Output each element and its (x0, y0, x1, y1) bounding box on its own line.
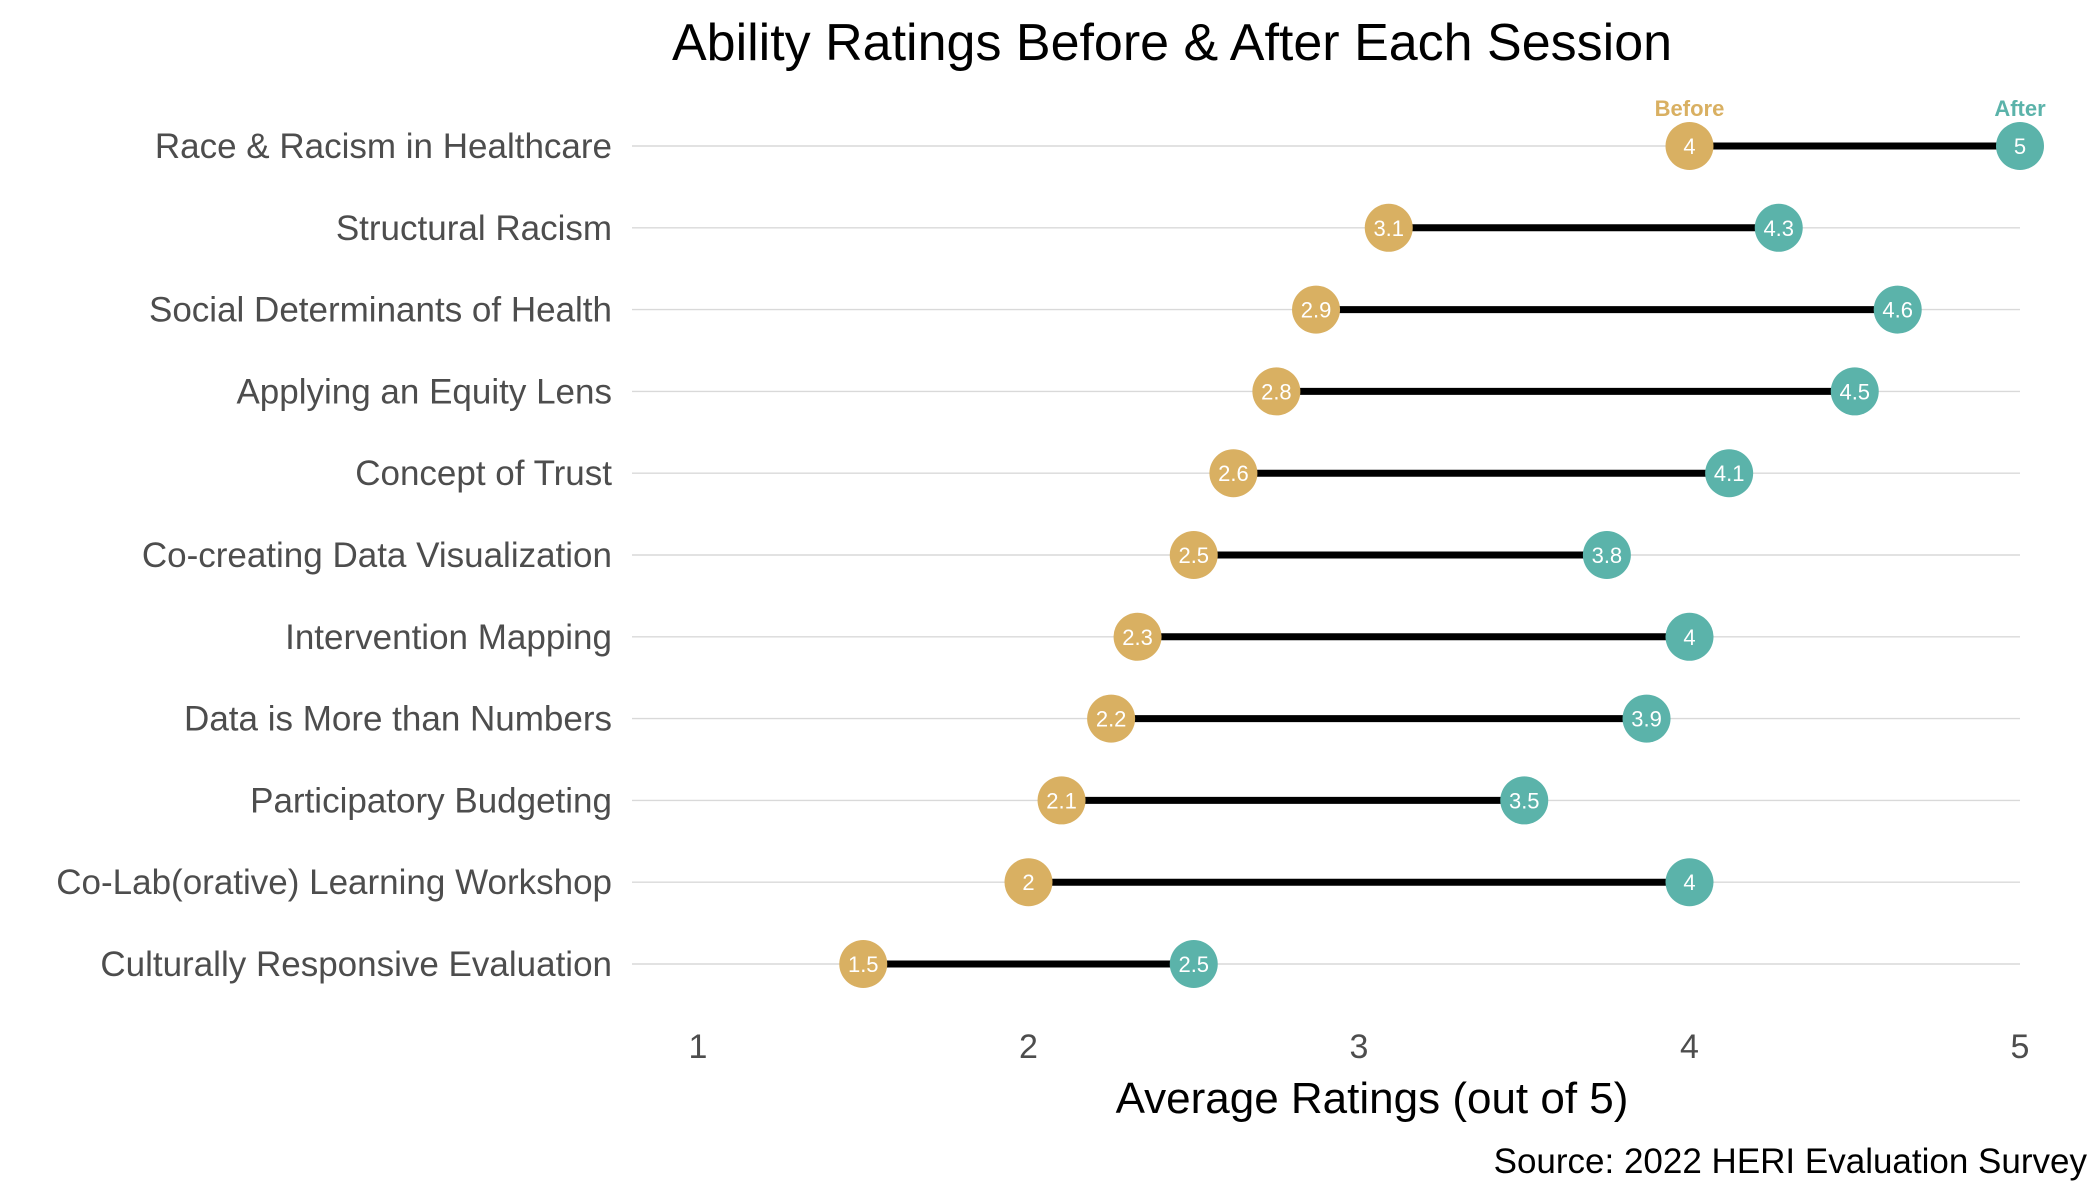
points: 4 5 3.1 4.3 2.9 4.6 2.8 4.5 2.6 4.1 2.5 3.8 2.3 4 2.2 3… (839, 122, 2044, 988)
before-value-label: 2.8 (1261, 379, 1292, 404)
before-value-label: 2.6 (1218, 461, 1249, 486)
category-label: Co-creating Data Visualization (142, 536, 612, 575)
after-value-label: 3.9 (1631, 707, 1662, 732)
after-point (1665, 612, 1714, 661)
before-value-label: 4 (1683, 134, 1695, 159)
after-value-label: 2.5 (1178, 952, 1209, 977)
after-point (1830, 367, 1879, 416)
after-point (1622, 694, 1671, 743)
after-point (1169, 940, 1218, 988)
before-point (1209, 449, 1258, 498)
before-value-label: 2.5 (1178, 543, 1209, 568)
category-labels: Race & Racism in Healthcare Structural Ra… (56, 127, 612, 984)
category-label: Participatory Budgeting (250, 781, 612, 820)
before-point (839, 940, 888, 988)
after-value-label: 3.5 (1509, 788, 1540, 813)
category-label: Co-Lab(orative) Learning Workshop (56, 863, 612, 902)
legend-before-label: Before (1655, 96, 1725, 121)
after-point (1582, 531, 1631, 579)
before-value-label: 2.1 (1046, 788, 1077, 813)
before-value-label: 1.5 (848, 952, 879, 977)
after-value-label: 4 (1683, 625, 1695, 650)
after-point (1665, 858, 1714, 907)
after-value-label: 4 (1683, 870, 1695, 895)
after-point (1996, 122, 2044, 170)
x-tick-label: 3 (1350, 1028, 1369, 1066)
after-value-label: 5 (2014, 134, 2026, 159)
before-point (1169, 531, 1218, 579)
before-point (1292, 285, 1341, 334)
before-point (1004, 858, 1053, 907)
source-note: Source: 2022 HERI Evaluation Survey (1494, 1142, 2088, 1181)
category-label: Race & Racism in Healthcare (155, 127, 612, 166)
before-point (1037, 776, 1086, 825)
after-point (1873, 285, 1922, 334)
before-value-label: 2 (1022, 870, 1034, 895)
x-tick-label: 4 (1680, 1028, 1699, 1066)
category-label: Data is More than Numbers (184, 700, 612, 739)
before-value-label: 2.2 (1096, 707, 1127, 732)
category-label: Structural Racism (336, 209, 612, 248)
before-point (1252, 367, 1301, 416)
x-tick-label: 5 (2011, 1028, 2030, 1066)
chart-title: Ability Ratings Before & After Each Sess… (672, 14, 1672, 72)
before-value-label: 3.1 (1373, 216, 1404, 241)
before-point (1364, 203, 1413, 252)
category-label: Culturally Responsive Evaluation (100, 945, 612, 984)
after-value-label: 4.1 (1714, 461, 1745, 486)
category-label: Concept of Trust (355, 454, 612, 493)
after-point (1754, 203, 1803, 252)
x-axis-title: Average Ratings (out of 5) (1116, 1074, 1629, 1123)
before-point (1087, 694, 1136, 743)
after-value-label: 4.3 (1763, 216, 1794, 241)
category-label: Social Determinants of Health (149, 291, 612, 330)
category-label: Intervention Mapping (285, 618, 612, 657)
category-label: Applying an Equity Lens (236, 372, 612, 411)
after-value-label: 4.6 (1882, 298, 1913, 323)
after-value-label: 3.8 (1592, 543, 1623, 568)
after-point (1500, 776, 1549, 825)
segments (863, 142, 2020, 968)
after-point (1705, 449, 1754, 498)
before-point (1665, 122, 1714, 170)
before-point (1113, 612, 1162, 661)
before-value-label: 2.9 (1301, 298, 1332, 323)
x-tick-label: 2 (1019, 1028, 1038, 1066)
x-axis-ticks: 1 2 3 4 5 (689, 1028, 2030, 1066)
x-tick-label: 1 (689, 1028, 708, 1066)
after-value-label: 4.5 (1839, 379, 1870, 404)
legend-after-label: After (1994, 96, 2046, 121)
before-value-label: 2.3 (1122, 625, 1153, 650)
